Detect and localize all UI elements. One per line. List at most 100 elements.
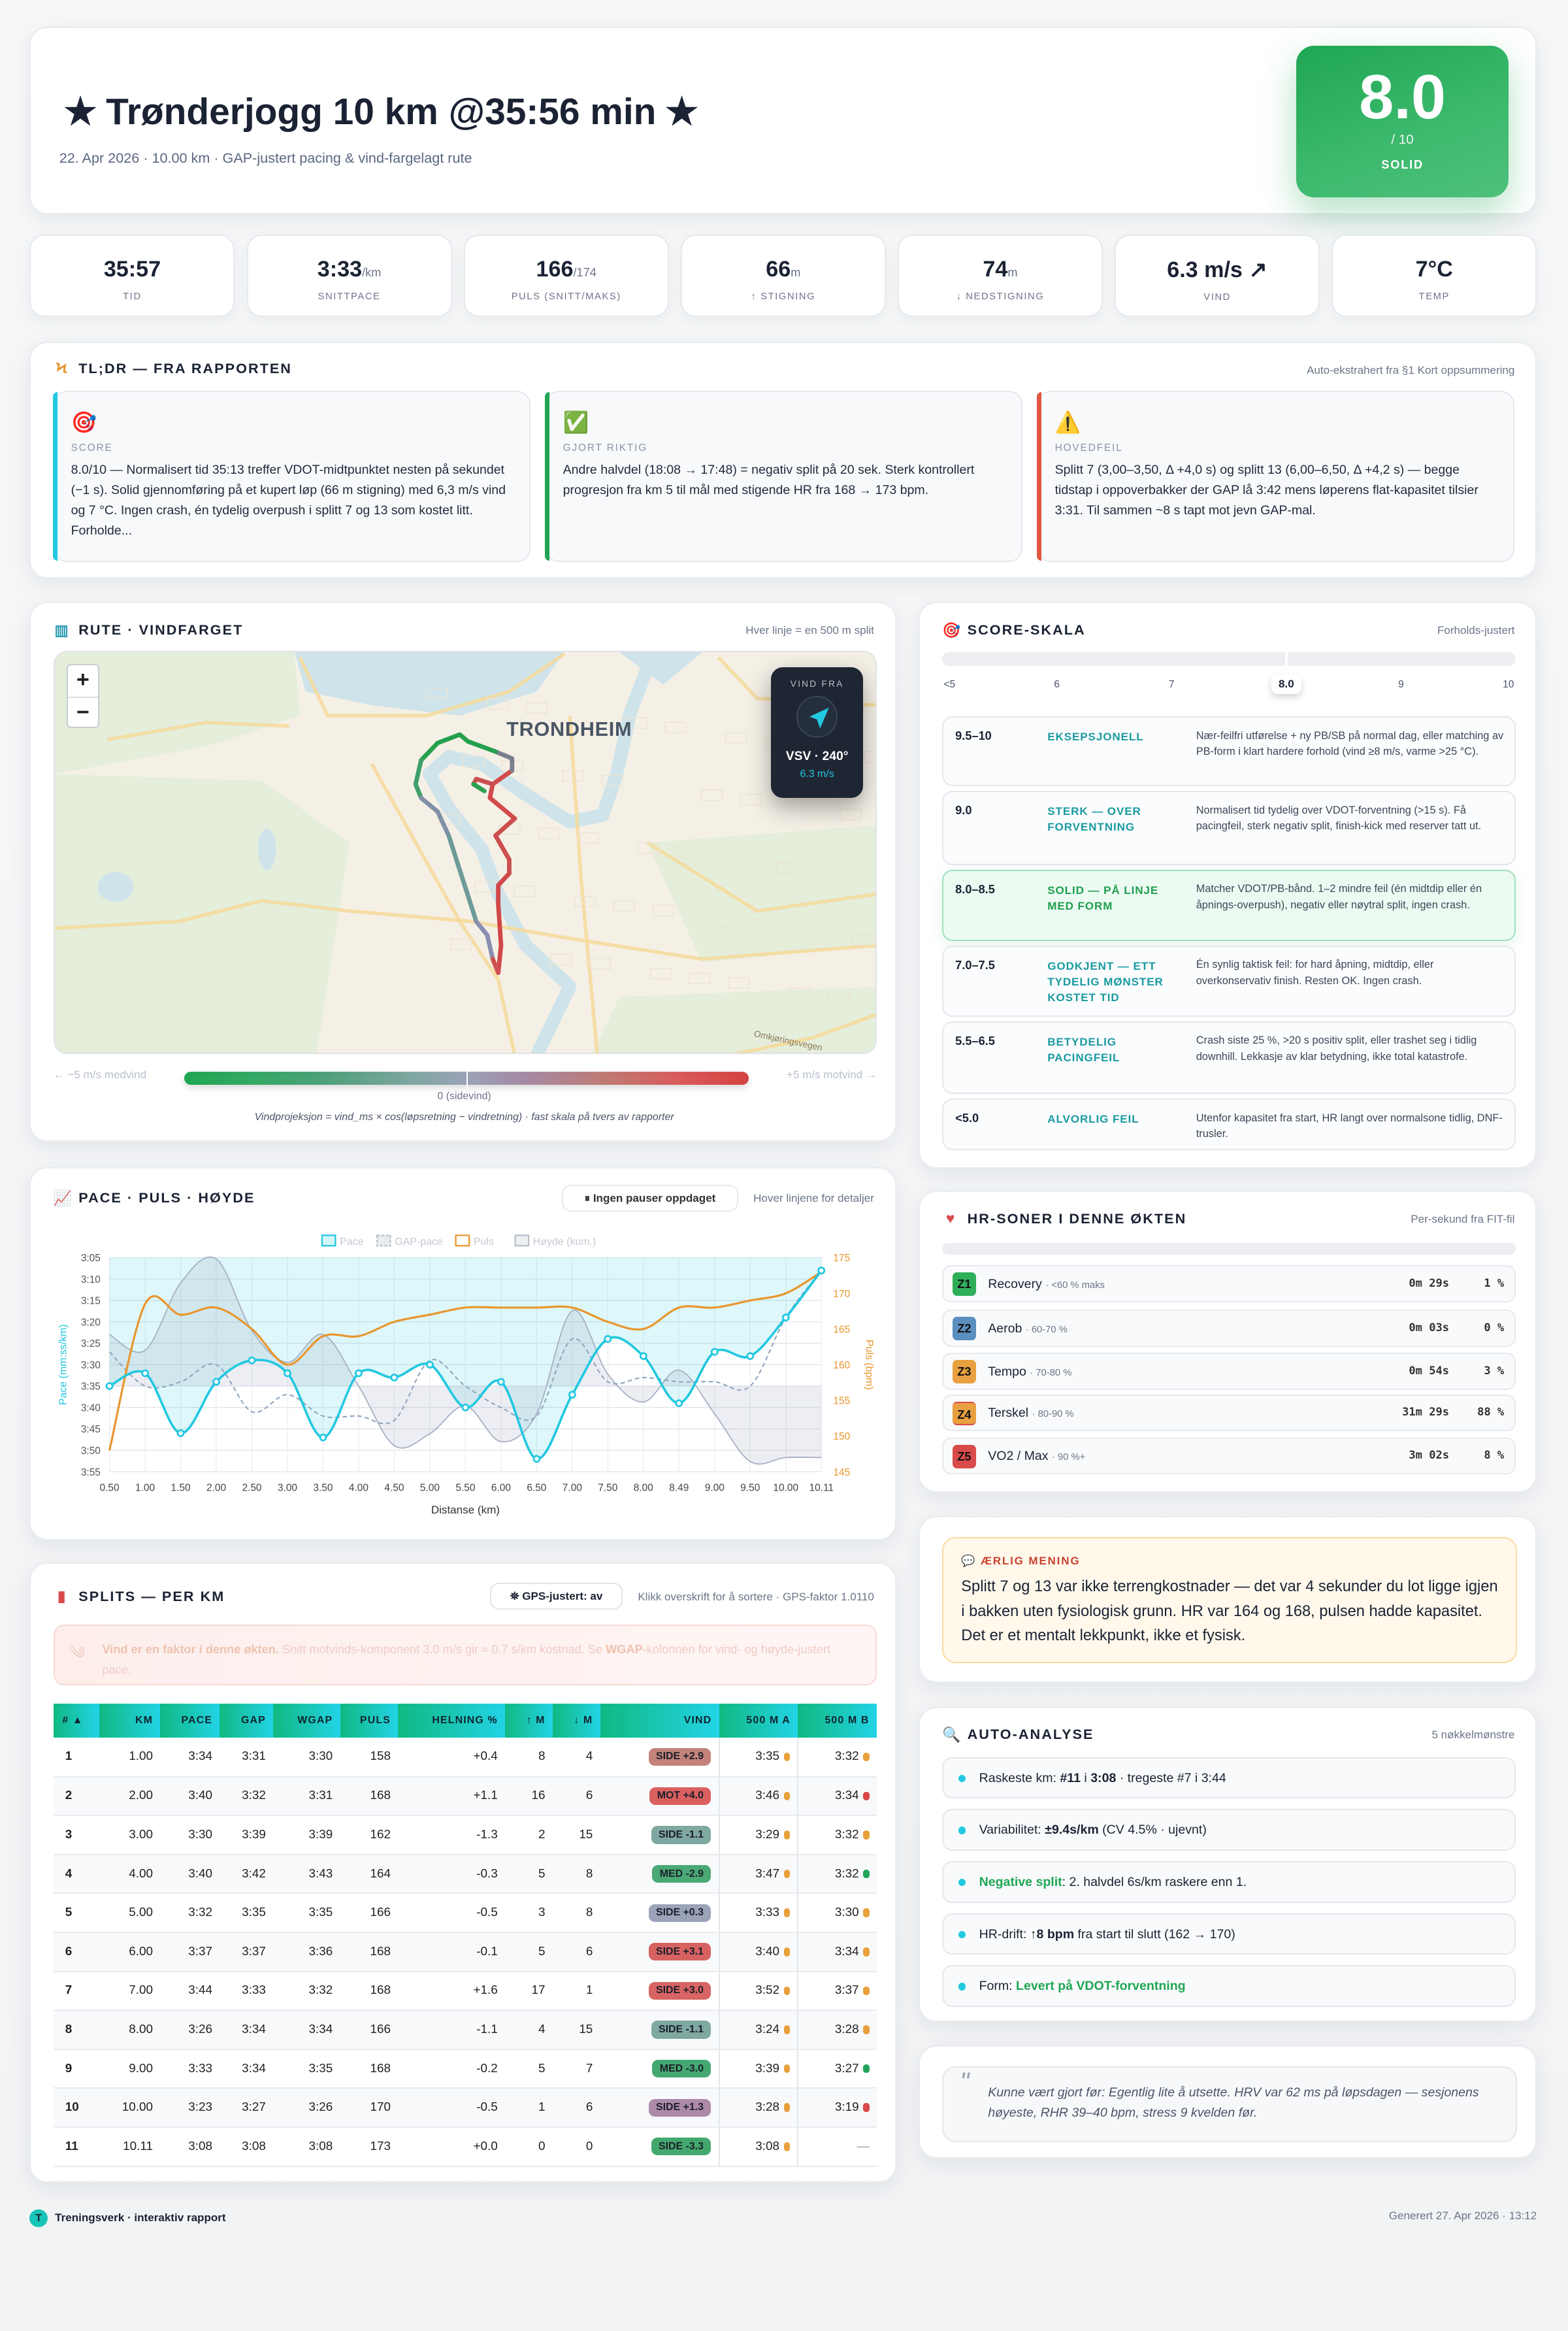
- cell-wgap: 3:35: [273, 1893, 340, 1934]
- pace-point[interactable]: [604, 1334, 612, 1343]
- status-dot: [863, 2103, 870, 2113]
- column-header[interactable]: PULS: [340, 1703, 399, 1738]
- pace-point[interactable]: [675, 1399, 683, 1407]
- column-header[interactable]: HELNING %: [398, 1703, 506, 1738]
- x-tick-label: 1.00: [135, 1482, 155, 1493]
- tldr-card-label: Score: [71, 442, 113, 454]
- wind-badge: MOT +4.0: [649, 1787, 711, 1805]
- column-header[interactable]: PACE: [160, 1703, 220, 1738]
- route-segment[interactable]: [413, 758, 423, 801]
- lightning-icon: ϟ: [56, 359, 69, 377]
- pace-point[interactable]: [711, 1347, 719, 1356]
- split-time: 3:32: [834, 1749, 859, 1764]
- route-segment[interactable]: [495, 871, 512, 975]
- cell-km: 5.00: [99, 1893, 161, 1934]
- stat-label: Temp: [1418, 291, 1450, 302]
- table-row: 1 1.00 3:34 3:31 3:30 158 +0.4 8 4 SIDE +2.9 3:35 3…: [53, 1738, 877, 1777]
- gap-pace-line[interactable]: [109, 1270, 823, 1425]
- pace-point[interactable]: [532, 1455, 541, 1463]
- pace-point[interactable]: [426, 1361, 434, 1368]
- pace-point[interactable]: [568, 1391, 577, 1398]
- x-tick-label: 0.50: [100, 1482, 120, 1493]
- pace-point[interactable]: [497, 1378, 506, 1386]
- route-segment[interactable]: [418, 795, 451, 838]
- score-range: 5.5–6.5: [955, 1034, 995, 1048]
- legend-label[interactable]: Høyde (kum.): [533, 1236, 596, 1248]
- column-header[interactable]: VIND: [600, 1703, 719, 1738]
- pace-point[interactable]: [640, 1352, 648, 1360]
- pace-point[interactable]: [461, 1403, 470, 1412]
- score-scale-row: 5.5–6.5 BETYDELIG PACINGFEIL Crash siste 2…: [941, 1021, 1516, 1095]
- pace-point[interactable]: [817, 1266, 826, 1274]
- legend-swatch[interactable]: [321, 1234, 336, 1247]
- map-block: [839, 808, 862, 820]
- zoom-in-button[interactable]: +: [76, 667, 90, 693]
- y-axis-title: Pace (mm:ss/km): [58, 1324, 69, 1405]
- map-canvas[interactable]: [54, 652, 877, 1053]
- status-dot: [783, 1986, 790, 1996]
- gps-toggle-button[interactable]: ⛯ GPS-justert: av: [490, 1583, 623, 1610]
- pace-point[interactable]: [391, 1373, 399, 1381]
- analysis-text: Levert på VDOT-forventning: [1016, 1979, 1186, 1994]
- route-segment[interactable]: [490, 957, 500, 975]
- zoom-out-button[interactable]: −: [67, 697, 98, 728]
- analysis-text: HR-drift: ↑: [979, 1926, 1037, 1942]
- map-block: [525, 703, 547, 714]
- zone-percent: 0 %: [1484, 1321, 1505, 1334]
- legend-swatch[interactable]: [455, 1234, 470, 1247]
- stat-unit: m: [791, 266, 801, 280]
- pace-point[interactable]: [284, 1369, 292, 1378]
- map-lake: [97, 872, 133, 902]
- pace-point[interactable]: [782, 1314, 791, 1321]
- score-max: / 10: [1391, 132, 1414, 148]
- legend-label[interactable]: Pace: [340, 1236, 364, 1248]
- pace-line[interactable]: [109, 1269, 823, 1461]
- puls-line[interactable]: [108, 1270, 823, 1451]
- legend-swatch[interactable]: [514, 1234, 530, 1247]
- score-value: 8.0: [1359, 63, 1446, 133]
- brand-text: Treningsverk · interaktiv rapport: [55, 2211, 226, 2224]
- cell-pace: 3:40: [160, 1854, 220, 1894]
- route-segment[interactable]: [493, 749, 514, 773]
- analysis-title: Auto-analyse: [967, 1726, 1094, 1743]
- pace-point[interactable]: [177, 1429, 185, 1437]
- column-header[interactable]: # ▲: [53, 1703, 100, 1738]
- legend-label[interactable]: Puls: [474, 1236, 494, 1248]
- score-level-name: STERK — OVER FORVENTNING: [1047, 805, 1141, 834]
- legend-label[interactable]: GAP-pace: [395, 1236, 444, 1248]
- pace-point[interactable]: [212, 1378, 221, 1386]
- analysis-text: 3:08: [1090, 1770, 1117, 1785]
- pace-point[interactable]: [355, 1369, 363, 1378]
- column-header[interactable]: GAP: [220, 1703, 274, 1738]
- route-segment[interactable]: [470, 782, 487, 793]
- route-segment[interactable]: [493, 816, 517, 876]
- column-header[interactable]: ↓ M: [552, 1703, 600, 1738]
- route-segment[interactable]: [474, 919, 495, 962]
- column-header[interactable]: WGAP: [273, 1703, 340, 1738]
- split-time: 3:29: [755, 1828, 779, 1842]
- column-header[interactable]: KM: [99, 1703, 161, 1738]
- pace-point[interactable]: [746, 1352, 755, 1360]
- route-segment[interactable]: [418, 732, 498, 763]
- pace-point[interactable]: [106, 1381, 114, 1390]
- wind-badge: SIDE -1.1: [651, 1826, 711, 1844]
- satellite-icon: ⛯: [510, 1590, 523, 1603]
- legend-swatch[interactable]: [376, 1234, 392, 1247]
- map-road: [733, 1013, 875, 1053]
- analysis-item: Raskeste km: #11 i 3:08 · tregeste #7 i …: [941, 1757, 1516, 1799]
- analysis-item: Negative split: 2. halvdel 6s/km raskere…: [941, 1860, 1516, 1903]
- pace-point[interactable]: [319, 1433, 327, 1442]
- column-header[interactable]: 500 M A: [719, 1703, 798, 1738]
- column-header[interactable]: ↑ M: [505, 1703, 553, 1738]
- pace-chart[interactable]: 3:05 3:10 3:15 3:20 3:25 3:30 3:35 3:40 3:45 3:50…: [31, 1168, 897, 1542]
- cell-helning: -0.2: [398, 2049, 506, 2089]
- column-header[interactable]: 500 M B: [798, 1703, 877, 1738]
- cell-500m-a: 3:46: [718, 1776, 798, 1817]
- route-segment[interactable]: [487, 768, 517, 821]
- route-segment[interactable]: [446, 833, 478, 924]
- route-map[interactable]: TRONDHEIM Omkjøringsvegen + − VIND FRA V…: [53, 651, 877, 1054]
- y-tick-label: 3:05: [81, 1253, 101, 1264]
- pace-point[interactable]: [248, 1356, 256, 1364]
- pace-point[interactable]: [141, 1369, 150, 1378]
